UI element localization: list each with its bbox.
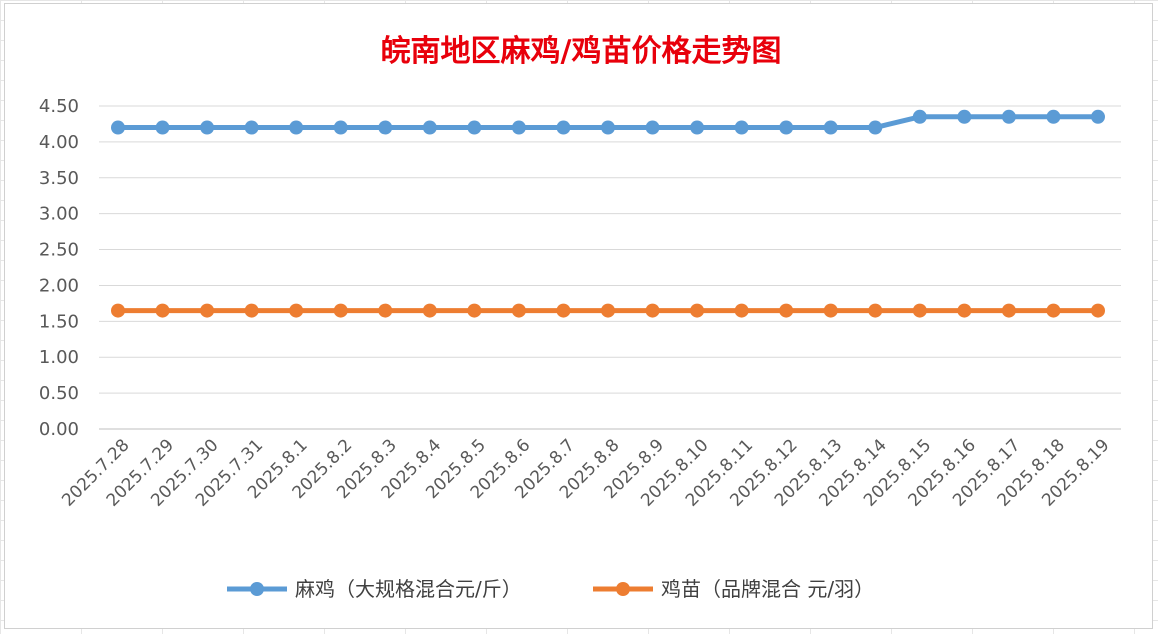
- data-point[interactable]: [467, 303, 482, 318]
- data-point[interactable]: [823, 120, 838, 135]
- legend-marker: [250, 582, 264, 596]
- data-point[interactable]: [734, 303, 749, 318]
- legend-label: 麻鸡（大规格混合元/斤）: [295, 577, 522, 601]
- data-point[interactable]: [779, 120, 794, 135]
- data-point[interactable]: [690, 120, 705, 135]
- data-point[interactable]: [601, 120, 615, 135]
- y-tick-label: 3.00: [39, 204, 79, 225]
- data-point[interactable]: [244, 303, 259, 318]
- data-point[interactable]: [111, 120, 125, 135]
- data-point[interactable]: [333, 303, 348, 318]
- data-point[interactable]: [779, 303, 794, 318]
- data-point[interactable]: [511, 303, 526, 318]
- data-point[interactable]: [556, 120, 571, 135]
- y-tick-label: 3.50: [39, 168, 79, 189]
- y-tick-label: 1.50: [39, 311, 79, 332]
- y-tick-label: 2.00: [39, 275, 79, 296]
- y-axis-tick-labels: 0.00 0.50 1.00 1.50 2.00 2.50 3.00 3.50 4.00 4.50: [39, 96, 79, 440]
- data-point[interactable]: [155, 120, 170, 135]
- data-point[interactable]: [645, 120, 660, 135]
- series-group: [111, 109, 1105, 318]
- data-point[interactable]: [1001, 109, 1016, 124]
- data-point[interactable]: [467, 120, 482, 135]
- data-point[interactable]: [422, 120, 437, 135]
- data-point[interactable]: [912, 109, 927, 124]
- gridlines: [99, 105, 1121, 430]
- data-point[interactable]: [690, 303, 705, 318]
- data-point[interactable]: [289, 303, 304, 318]
- data-point[interactable]: [200, 120, 215, 135]
- data-point[interactable]: [868, 303, 883, 318]
- y-tick-label: 4.50: [39, 96, 79, 117]
- data-point[interactable]: [957, 303, 972, 318]
- series-2: [111, 303, 1105, 318]
- data-point[interactable]: [155, 303, 170, 318]
- legend-label: 鸡苗（品牌混合 元/羽）: [661, 577, 874, 601]
- y-tick-label: 4.00: [39, 132, 79, 153]
- data-point[interactable]: [1091, 303, 1105, 318]
- data-point[interactable]: [1046, 303, 1061, 318]
- legend-item[interactable]: 鸡苗（品牌混合 元/羽）: [593, 577, 874, 601]
- data-point[interactable]: [1001, 303, 1016, 318]
- y-tick-label: 0.50: [39, 383, 79, 404]
- data-point[interactable]: [1091, 109, 1105, 124]
- data-point[interactable]: [200, 303, 215, 318]
- data-point[interactable]: [823, 303, 838, 318]
- legend[interactable]: 麻鸡（大规格混合元/斤） 鸡苗（品牌混合 元/羽）: [227, 577, 874, 601]
- data-point[interactable]: [645, 303, 660, 318]
- y-tick-label: 1.00: [39, 347, 79, 368]
- chart-area[interactable]: 皖南地区麻鸡/鸡苗价格走势图 0.00 0.50 1.00 1.50 2.00 2.50 3…: [4, 3, 1153, 629]
- data-point[interactable]: [511, 120, 526, 135]
- data-point[interactable]: [111, 303, 125, 318]
- legend-marker: [616, 582, 630, 596]
- data-point[interactable]: [1046, 109, 1061, 124]
- data-point[interactable]: [378, 303, 393, 318]
- legend-item[interactable]: 麻鸡（大规格混合元/斤）: [227, 577, 522, 601]
- series-1: [111, 109, 1105, 135]
- chart-title: 皖南地区麻鸡/鸡苗价格走势图: [381, 34, 782, 69]
- data-point[interactable]: [912, 303, 927, 318]
- data-point[interactable]: [734, 120, 749, 135]
- y-tick-label: 0.00: [39, 419, 79, 440]
- data-point[interactable]: [601, 303, 615, 318]
- data-point[interactable]: [422, 303, 437, 318]
- data-point[interactable]: [868, 120, 883, 135]
- data-point[interactable]: [957, 109, 972, 124]
- y-tick-label: 2.50: [39, 240, 79, 261]
- data-point[interactable]: [556, 303, 571, 318]
- data-point[interactable]: [244, 120, 259, 135]
- data-point[interactable]: [289, 120, 304, 135]
- data-point[interactable]: [333, 120, 348, 135]
- x-axis-tick-labels: 2025.7.282025.7.292025.7.302025.7.312025…: [58, 435, 1113, 510]
- data-point[interactable]: [378, 120, 393, 135]
- line-chart[interactable]: 皖南地区麻鸡/鸡苗价格走势图 0.00 0.50 1.00 1.50 2.00 2.50 3…: [5, 4, 1154, 630]
